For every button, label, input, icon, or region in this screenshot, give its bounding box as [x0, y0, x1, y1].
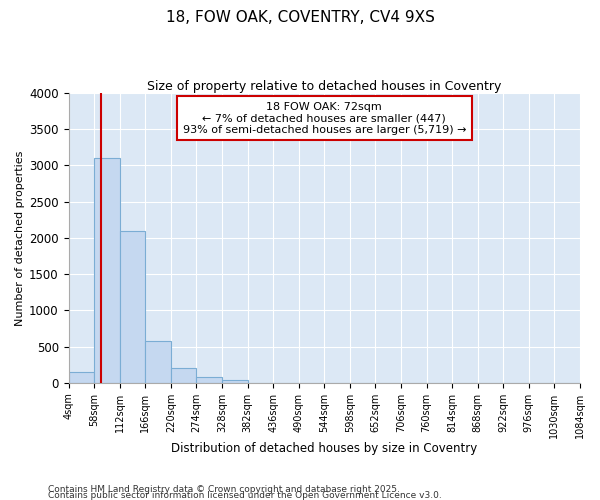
Bar: [222, 380, 248, 383]
Bar: [119, 230, 145, 383]
Text: Contains public sector information licensed under the Open Government Licence v3: Contains public sector information licen…: [48, 491, 442, 500]
Text: 18 FOW OAK: 72sqm
← 7% of detached houses are smaller (447)
93% of semi-detached: 18 FOW OAK: 72sqm ← 7% of detached house…: [182, 102, 466, 135]
Bar: [196, 378, 222, 383]
Text: 18, FOW OAK, COVENTRY, CV4 9XS: 18, FOW OAK, COVENTRY, CV4 9XS: [166, 10, 434, 25]
Bar: [171, 368, 196, 383]
Bar: [94, 158, 119, 383]
Bar: [145, 341, 171, 383]
Bar: [68, 372, 94, 383]
Title: Size of property relative to detached houses in Coventry: Size of property relative to detached ho…: [147, 80, 502, 93]
Text: Contains HM Land Registry data © Crown copyright and database right 2025.: Contains HM Land Registry data © Crown c…: [48, 485, 400, 494]
X-axis label: Distribution of detached houses by size in Coventry: Distribution of detached houses by size …: [171, 442, 478, 455]
Y-axis label: Number of detached properties: Number of detached properties: [15, 150, 25, 326]
